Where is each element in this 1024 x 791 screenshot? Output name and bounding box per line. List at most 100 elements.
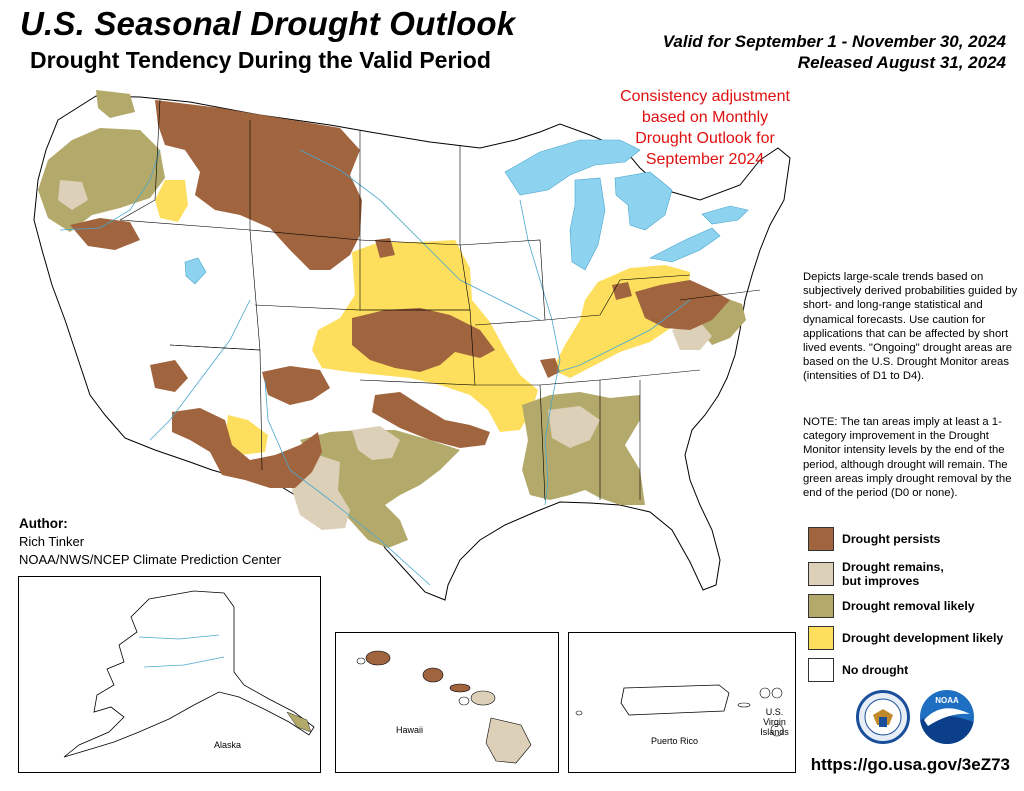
kauai-island: [365, 650, 391, 666]
legend-label-persists: Drought persists: [842, 532, 941, 546]
legend-item-persists: Drought persists: [808, 527, 940, 551]
legend-item-removal: Drought removal likely: [808, 594, 975, 618]
hawaii-inset: Hawaii: [335, 632, 559, 773]
legend-swatch-persists: [808, 527, 834, 551]
noaa-text: NOAA: [935, 696, 959, 705]
improves-area-oregon: [58, 180, 88, 210]
maui-island: [470, 690, 496, 706]
oahu-island: [422, 667, 444, 683]
rivers: [59, 149, 691, 586]
alaska-removal-area: [286, 711, 312, 733]
puerto-rico-island: [620, 684, 730, 716]
hawaii-map: [356, 650, 532, 764]
persists-area-kentucky: [540, 358, 560, 378]
alaska-map: [63, 590, 315, 758]
persists-area-ohio-valley: [635, 280, 730, 330]
adjust-line-1: Consistency adjustment: [620, 88, 790, 105]
valid-period: Valid for September 1 - November 30, 202…: [662, 32, 1006, 51]
virgin-islands-marker-2: [771, 687, 783, 699]
state-line-7: [544, 274, 691, 321]
consistency-adjustment-note: Consistency adjustment based on Monthly …: [590, 86, 820, 170]
persists-area-northern-rockies: [155, 100, 362, 270]
legend-label-no-drought: No drought: [842, 663, 909, 677]
legend-item-development: Drought development likely: [808, 626, 1003, 650]
state-line-12: [679, 289, 761, 301]
removal-area-texas: [300, 430, 460, 548]
legend-swatch-no-drought: [808, 658, 834, 682]
doc-seal-logo: [856, 690, 910, 744]
persists-areas: [70, 100, 730, 488]
improves-area-texas-central: [352, 426, 400, 460]
validity-block: Valid for September 1 - November 30, 202…: [663, 31, 1006, 73]
lake-huron: [614, 171, 673, 231]
columbia-river: [59, 149, 161, 231]
puerto-rico-map: [575, 684, 784, 737]
alaska-outline: [63, 590, 315, 758]
alaska-rivers: [138, 634, 225, 668]
colorado-river: [149, 299, 251, 441]
author-name: Rich Tinker: [19, 534, 85, 549]
map-subtitle: Drought Tendency During the Valid Period: [30, 47, 491, 73]
persists-area-illinois: [612, 282, 632, 300]
virgin-islands-marker-1: [759, 687, 771, 699]
puerto-rico-label: Puerto Rico: [651, 736, 699, 746]
state-line-8: [475, 369, 701, 386]
persists-area-colorado: [262, 366, 330, 405]
legend-item-no-drought: No drought: [808, 658, 908, 682]
molokai-island: [449, 683, 471, 693]
state-line-9: [539, 384, 546, 501]
persists-area-oklahoma: [372, 392, 490, 448]
removal-area-washington: [96, 90, 135, 118]
persists-area-nebraska: [375, 238, 395, 258]
noaa-bird-icon: [920, 708, 974, 744]
persists-area-central-plains: [352, 308, 495, 372]
development-area-idaho: [155, 180, 188, 222]
alaska-inset: Alaska: [18, 576, 321, 773]
great-lakes: [184, 139, 749, 285]
lake-erie: [649, 227, 721, 263]
persists-area-utah: [150, 360, 188, 392]
state-line-2: [249, 229, 361, 311]
author-heading: Author:: [19, 516, 68, 531]
adjust-line-2: based on Monthly: [641, 109, 769, 126]
source-url[interactable]: https://go.usa.gov/3eZ73: [810, 755, 1010, 774]
rio-grande: [264, 379, 431, 586]
noaa-logo: NOAA: [920, 690, 974, 744]
release-date: Released August 31, 2024: [797, 53, 1006, 72]
author-block: Author: Rich Tinker NOAA/NWS/NCEP Climat…: [19, 515, 281, 569]
map-note: NOTE: The tan areas imply at least a 1-c…: [803, 416, 1012, 500]
legend-swatch-improves: [808, 562, 834, 586]
alaska-label: Alaska: [214, 740, 242, 750]
lake-ontario: [701, 205, 749, 225]
legend-label-improves: Drought remains, but improves: [842, 560, 944, 588]
lake-superior: [504, 139, 641, 196]
mississippi-river: [519, 199, 561, 506]
mona-island: [575, 710, 583, 716]
ohio-river: [557, 299, 691, 373]
puerto-rico-inset: Puerto Rico U.S. Virgin Islands: [568, 632, 796, 773]
author-org: NOAA/NWS/NCEP Climate Prediction Center: [19, 552, 282, 567]
legend-label-development: Drought development likely: [842, 631, 1004, 645]
hawaii-label: Hawaii: [396, 725, 424, 735]
persists-area-southwest: [172, 408, 322, 488]
missouri-river: [299, 149, 541, 321]
legend-label-removal: Drought removal likely: [842, 599, 975, 613]
lanai-island: [458, 696, 470, 706]
state-lines: [119, 99, 761, 501]
legend-item-improves: Drought remains, but improves: [808, 560, 944, 588]
virgin-islands-marker-3: [770, 723, 784, 737]
vieques-island: [737, 702, 751, 708]
big-island: [485, 717, 532, 764]
niihau-island: [356, 657, 366, 665]
persists-area-oregon: [70, 218, 140, 250]
state-line-13: [119, 99, 161, 221]
great-salt-lake: [184, 257, 207, 285]
eagle-icon: [864, 698, 902, 736]
legend-swatch-removal: [808, 594, 834, 618]
state-line-5: [169, 344, 263, 471]
map-description: Depicts large-scale trends based on subj…: [803, 271, 1018, 383]
map-title: U.S. Seasonal Drought Outlook: [20, 5, 516, 42]
legend-swatch-development: [808, 626, 834, 650]
development-area-new-mexico: [225, 415, 268, 455]
